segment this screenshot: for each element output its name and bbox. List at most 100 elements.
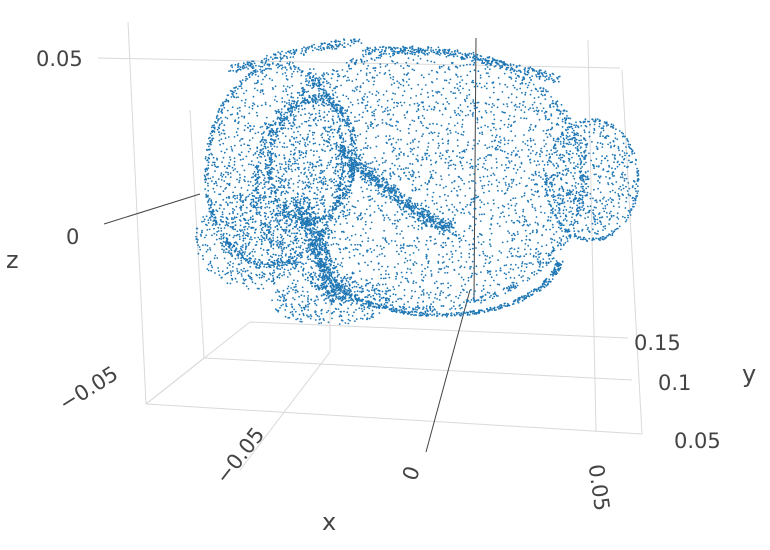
data-point bbox=[313, 107, 316, 110]
data-point bbox=[456, 139, 459, 142]
data-point bbox=[565, 236, 568, 239]
data-point bbox=[408, 171, 411, 174]
data-point bbox=[416, 301, 419, 304]
data-point bbox=[551, 153, 554, 156]
data-point bbox=[359, 270, 361, 272]
data-point bbox=[515, 282, 518, 285]
data-point bbox=[280, 184, 283, 187]
data-point bbox=[580, 198, 582, 201]
data-point bbox=[425, 158, 428, 161]
data-point bbox=[578, 198, 580, 200]
data-point bbox=[385, 273, 387, 275]
data-point bbox=[403, 308, 406, 311]
data-point bbox=[420, 74, 423, 77]
data-point bbox=[474, 290, 476, 292]
data-point bbox=[360, 171, 362, 174]
data-point bbox=[231, 254, 234, 257]
data-point bbox=[463, 98, 466, 101]
data-point bbox=[464, 283, 467, 286]
data-point bbox=[369, 52, 372, 55]
data-point bbox=[304, 171, 306, 174]
data-point bbox=[627, 182, 630, 184]
data-point bbox=[230, 148, 233, 151]
data-point bbox=[259, 162, 262, 165]
data-point bbox=[586, 205, 589, 208]
data-point bbox=[553, 190, 555, 193]
data-point bbox=[536, 113, 539, 115]
data-point bbox=[392, 149, 395, 152]
data-point bbox=[581, 142, 583, 145]
data-point bbox=[376, 244, 378, 247]
data-point bbox=[612, 214, 615, 217]
data-point bbox=[426, 309, 428, 311]
data-point bbox=[231, 166, 234, 169]
data-point bbox=[404, 277, 407, 280]
data-point bbox=[346, 214, 348, 217]
data-point bbox=[280, 245, 282, 248]
data-point bbox=[402, 84, 405, 87]
data-point bbox=[624, 173, 626, 176]
data-point bbox=[356, 134, 359, 137]
data-point bbox=[439, 292, 442, 294]
data-point bbox=[312, 82, 314, 85]
data-point bbox=[334, 191, 336, 194]
data-point bbox=[507, 118, 510, 121]
data-point bbox=[391, 222, 394, 225]
data-point bbox=[365, 137, 368, 140]
data-point bbox=[314, 116, 317, 119]
data-point bbox=[415, 306, 417, 309]
data-point bbox=[320, 181, 323, 184]
data-point bbox=[514, 80, 517, 82]
data-point bbox=[610, 145, 612, 148]
data-point bbox=[387, 273, 390, 276]
data-point bbox=[289, 114, 292, 117]
data-point bbox=[347, 148, 350, 151]
data-point bbox=[596, 201, 598, 204]
data-point bbox=[367, 80, 370, 83]
data-point bbox=[456, 122, 459, 124]
data-point bbox=[472, 238, 475, 240]
data-point bbox=[435, 242, 437, 245]
data-point bbox=[442, 142, 444, 145]
data-point bbox=[242, 234, 244, 237]
data-point bbox=[220, 174, 222, 177]
data-point bbox=[634, 187, 637, 190]
data-point bbox=[249, 130, 252, 133]
data-point bbox=[445, 296, 447, 299]
data-point bbox=[505, 221, 508, 223]
data-point bbox=[448, 208, 451, 211]
data-point bbox=[413, 147, 415, 150]
data-point bbox=[396, 128, 399, 131]
data-point bbox=[508, 185, 511, 188]
data-point bbox=[285, 253, 287, 256]
data-point bbox=[223, 180, 226, 182]
data-point bbox=[282, 241, 284, 244]
data-point bbox=[499, 127, 502, 130]
data-point bbox=[497, 189, 499, 192]
data-point bbox=[309, 84, 312, 87]
data-point bbox=[523, 194, 526, 197]
data-point bbox=[316, 85, 319, 87]
data-point bbox=[469, 204, 472, 207]
data-point bbox=[344, 238, 347, 241]
data-point bbox=[568, 211, 571, 214]
data-point bbox=[348, 211, 351, 214]
data-point bbox=[407, 84, 410, 86]
data-point bbox=[216, 184, 218, 187]
data-point bbox=[556, 221, 559, 223]
data-point bbox=[449, 129, 451, 132]
data-point bbox=[311, 267, 313, 270]
data-point bbox=[437, 46, 440, 49]
data-point bbox=[252, 184, 254, 187]
data-point bbox=[585, 161, 587, 164]
data-point bbox=[362, 111, 364, 114]
data-point bbox=[282, 237, 285, 240]
data-point bbox=[512, 121, 515, 124]
data-point bbox=[465, 261, 468, 263]
data-point bbox=[302, 92, 305, 95]
data-point bbox=[557, 244, 559, 247]
data-point bbox=[282, 132, 284, 135]
data-point bbox=[294, 196, 297, 199]
data-point bbox=[543, 139, 545, 142]
